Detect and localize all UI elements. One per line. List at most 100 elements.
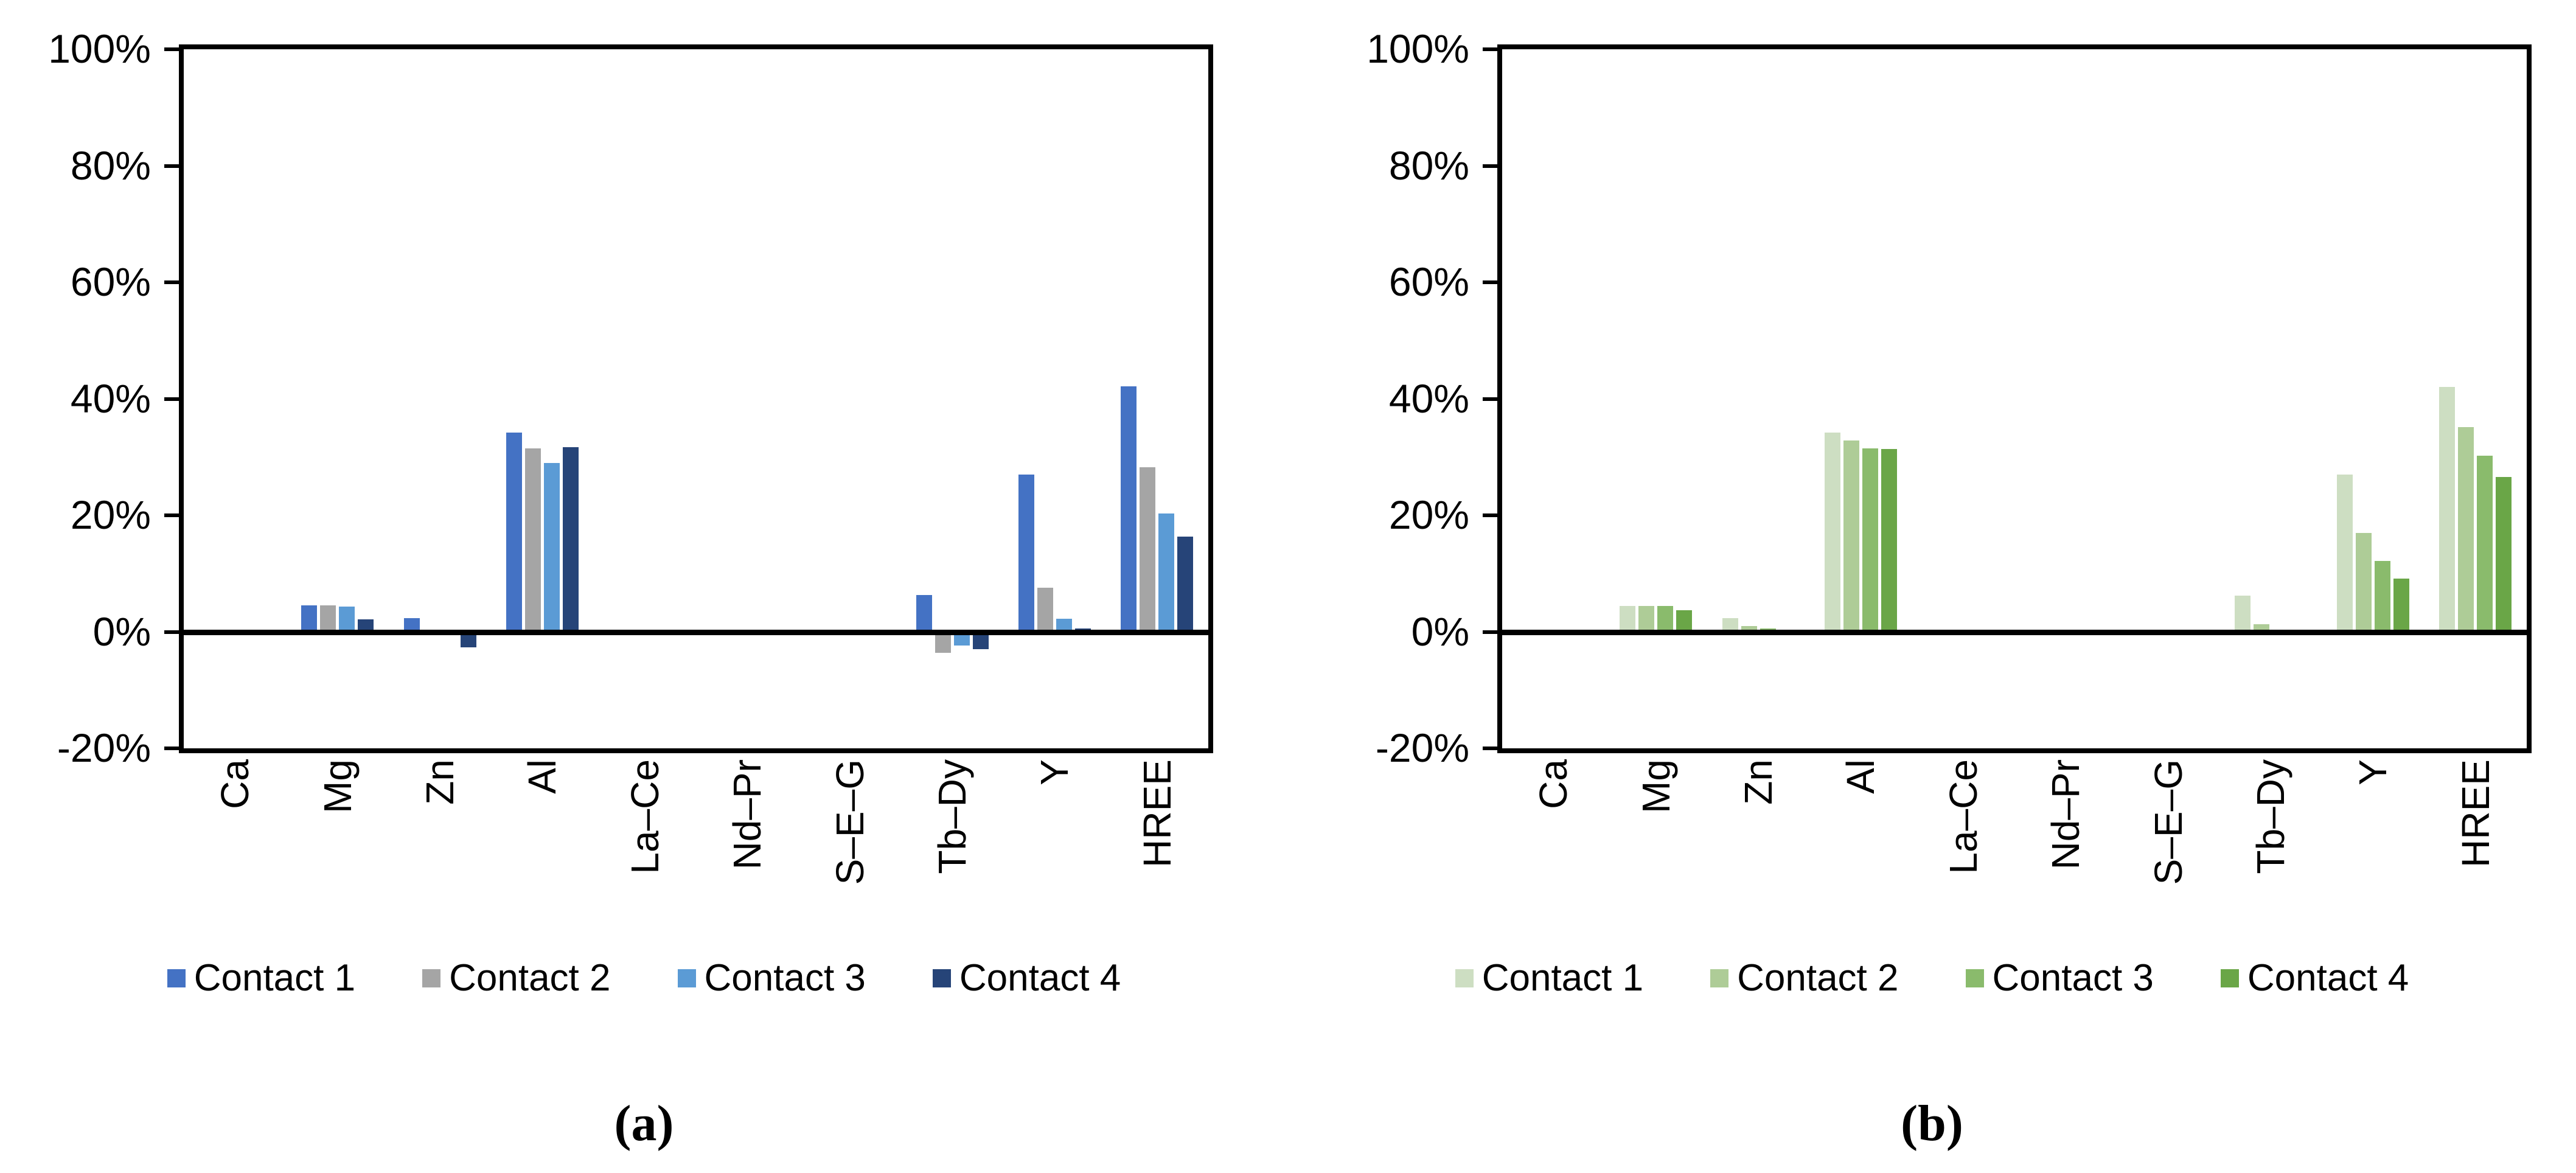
- legend-item-contact-3: Contact 3: [1965, 956, 2154, 1000]
- legend-swatch-icon: [1455, 969, 1474, 987]
- legend-swatch-icon: [932, 969, 951, 987]
- bar-contact-4-y: [2393, 579, 2409, 632]
- legend-b: Contact 1 Contact 2 Contact 3 Contact 4: [1288, 956, 2576, 1000]
- y-axis-tick: [1483, 513, 1497, 517]
- legend-swatch-icon: [2220, 969, 2239, 987]
- y-axis-tick: [164, 397, 179, 401]
- y-axis-tick: [1483, 280, 1497, 284]
- bar-contact-1-al: [1824, 433, 1840, 632]
- bar-contact-2-hree: [2458, 427, 2474, 632]
- x-axis-category-label-text: Tb–Dy: [2249, 759, 2292, 874]
- bar-contact-1-zn: [1722, 618, 1738, 632]
- y-axis-tick-label: 100%: [1366, 26, 1469, 71]
- bar-contact-3-al: [1862, 448, 1878, 632]
- x-axis-category-label-text: Mg: [315, 759, 360, 813]
- x-axis-category-label-text: Zn: [418, 759, 462, 805]
- bar-contact-3-y: [2374, 560, 2390, 632]
- x-axis-category-label: Tb–Dy: [925, 759, 980, 874]
- legend-label: Contact 2: [1737, 957, 1899, 999]
- x-axis-category-label-text: La–Ce: [1941, 759, 1985, 874]
- x-axis-category-label-text: Al: [1839, 759, 1883, 794]
- legend-label: Contact 4: [959, 957, 1121, 999]
- bar-contact-1-al: [506, 433, 522, 632]
- bar-contact-2-y: [1037, 587, 1053, 632]
- legend-swatch-icon: [1965, 969, 1984, 987]
- x-axis-category-label: Zn: [413, 759, 467, 805]
- x-axis-category-label-text: Tb–Dy: [930, 759, 974, 874]
- caption-a: (a): [614, 1095, 674, 1152]
- legend-label: Contact 1: [1481, 957, 1644, 999]
- x-axis-category-label: Al: [515, 759, 569, 794]
- x-axis-category-label: HREE: [1130, 759, 1185, 868]
- caption-b: (b): [1901, 1095, 1963, 1152]
- y-axis-tick-label: 20%: [70, 492, 151, 537]
- legend-label: Contact 3: [1992, 957, 2154, 999]
- y-axis-tick-label: 20%: [1388, 492, 1469, 537]
- x-axis-category-label-text: S–E–G: [827, 759, 872, 885]
- x-axis-category-label: Mg: [310, 759, 365, 813]
- y-axis-tick: [164, 280, 179, 284]
- x-axis-category-label: Nd–Pr: [720, 759, 775, 869]
- bar-contact-4-hree: [1177, 537, 1194, 632]
- x-axis-category-label-text: Ca: [213, 759, 257, 809]
- legend-label: Contact 2: [449, 957, 611, 999]
- x-axis-category-label: Ca: [1526, 759, 1581, 809]
- legend-swatch-icon: [677, 969, 696, 987]
- bar-contact-1-mg: [301, 605, 318, 632]
- y-axis-tick-label: 80%: [1388, 142, 1469, 188]
- y-axis-tick-label: -20%: [1375, 725, 1469, 770]
- x-axis-category-label-text: Ca: [1531, 759, 1576, 809]
- panel-b: 100% 80% 60% 40% 20% 0% -20% Ca Mg Zn Al La–Ce Nd–Pr…: [1288, 0, 2576, 1173]
- legend-item-contact-4: Contact 4: [2220, 956, 2409, 1000]
- x-axis-category-label-text: Nd–Pr: [725, 759, 770, 870]
- x-axis-category-label: Ca: [207, 759, 262, 809]
- x-axis-category-label: Tb–Dy: [2243, 759, 2298, 874]
- x-axis-category-label: La–Ce: [1936, 759, 1991, 874]
- y-axis-tick-label: 60%: [1388, 259, 1469, 304]
- bar-contact-1-zn: [403, 618, 420, 632]
- legend-label: Contact 3: [704, 957, 866, 999]
- x-axis-category-label-text: HREE: [1135, 759, 1179, 868]
- legend-label: Contact 4: [2247, 957, 2409, 999]
- bar-contact-2-al: [1843, 440, 1859, 632]
- x-axis-category-label-text: Mg: [1634, 759, 1678, 813]
- legend-item-contact-3: Contact 3: [677, 956, 866, 1000]
- bar-contact-1-tb–dy: [2234, 596, 2251, 632]
- legend-swatch-icon: [1710, 969, 1729, 987]
- x-axis-category-label: Al: [1833, 759, 1888, 794]
- x-axis-category-label: Mg: [1629, 759, 1683, 813]
- x-axis-category-label-text: La–Ce: [622, 759, 667, 874]
- legend-item-contact-2: Contact 2: [422, 956, 611, 1000]
- plot-area-b: 100% 80% 60% 40% 20% 0% -20% Ca Mg Zn Al La–Ce Nd–Pr…: [1366, 29, 2532, 885]
- bar-contact-3-hree: [1158, 513, 1175, 632]
- y-axis-tick: [1483, 47, 1497, 51]
- bar-contact-4-mg: [358, 619, 374, 632]
- bar-contact-4-al: [562, 447, 579, 632]
- y-axis-tick: [1483, 747, 1497, 750]
- legend-item-contact-1: Contact 1: [167, 956, 355, 1000]
- x-axis-category-label: HREE: [2448, 759, 2503, 868]
- x-axis-category-label-text: HREE: [2453, 759, 2498, 868]
- y-axis-tick: [164, 513, 179, 517]
- bar-contact-3-y: [1056, 619, 1072, 632]
- bar-contact-2-mg: [1638, 606, 1655, 632]
- y-axis-tick-label: 40%: [1388, 375, 1469, 421]
- legend-item-contact-2: Contact 2: [1710, 956, 1899, 1000]
- bar-contact-3-mg: [339, 607, 355, 632]
- x-axis-category-label: S–E–G: [2141, 759, 2196, 885]
- bar-contact-1-hree: [1121, 386, 1137, 632]
- bar-contact-1-y: [2336, 474, 2353, 632]
- y-axis-tick: [164, 747, 179, 750]
- legend-swatch-icon: [422, 969, 441, 987]
- x-axis-category-label: La–Ce: [618, 759, 672, 874]
- y-axis-tick: [164, 47, 179, 51]
- legend-item-contact-1: Contact 1: [1455, 956, 1643, 1000]
- y-axis-tick: [1483, 630, 1497, 634]
- x-axis-category-label-text: Al: [520, 759, 565, 794]
- bar-contact-1-y: [1018, 474, 1034, 632]
- bar-contact-4-hree: [2496, 476, 2512, 632]
- y-axis-tick: [1483, 397, 1497, 401]
- x-axis-category-label: Zn: [1731, 759, 1786, 805]
- bar-contact-2-zn: [1741, 625, 1757, 632]
